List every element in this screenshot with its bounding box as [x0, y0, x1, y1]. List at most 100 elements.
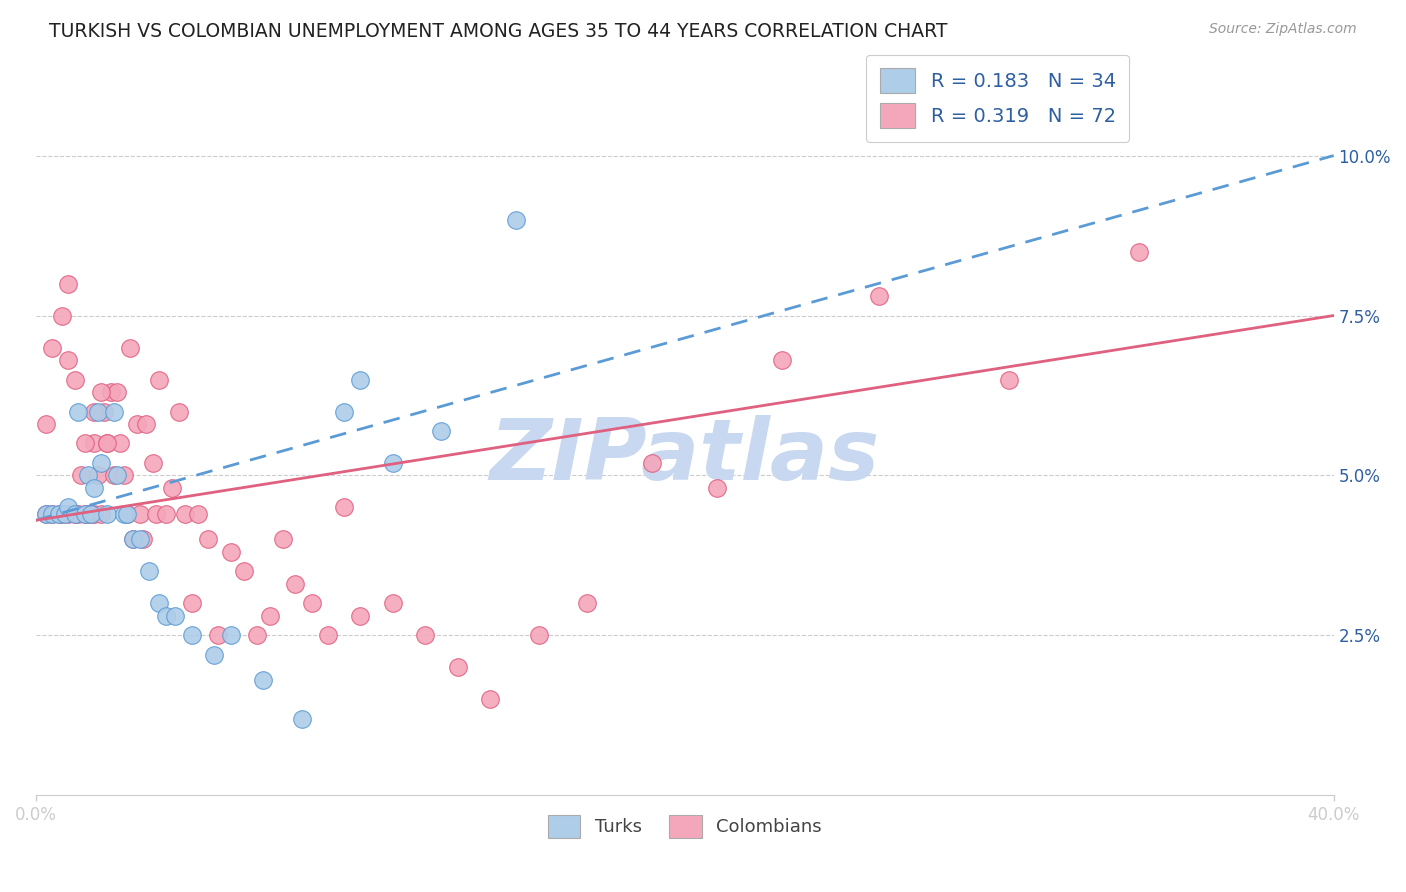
Point: [125, 417, 148, 432]
Point: [316, 628, 339, 642]
Text: ZIPatlas: ZIPatlas: [489, 416, 880, 499]
Point: [83, 481, 105, 495]
Point: [76, 468, 98, 483]
Point: [105, 468, 128, 483]
Point: [63, 507, 86, 521]
Point: [219, 628, 242, 642]
Point: [155, 609, 177, 624]
Point: [706, 481, 728, 495]
Point: [245, 628, 267, 642]
Point: [135, 417, 157, 432]
Point: [103, 468, 125, 483]
Point: [479, 692, 502, 706]
Point: [53, 507, 76, 521]
Point: [333, 500, 356, 515]
Point: [202, 648, 225, 662]
Point: [93, 404, 115, 418]
Point: [58, 277, 80, 291]
Point: [128, 507, 150, 521]
Point: [41, 507, 63, 521]
Point: [73, 436, 96, 450]
Point: [103, 404, 125, 418]
Point: [207, 628, 229, 642]
Point: [115, 507, 138, 521]
Point: [63, 507, 86, 521]
Point: [51, 309, 73, 323]
Point: [167, 404, 190, 418]
Point: [148, 372, 170, 386]
Point: [284, 577, 307, 591]
Point: [96, 436, 118, 450]
Point: [413, 628, 436, 642]
Point: [34, 507, 56, 521]
Point: [80, 507, 103, 521]
Point: [96, 507, 118, 521]
Point: [145, 507, 167, 521]
Point: [105, 385, 128, 400]
Point: [90, 456, 112, 470]
Point: [447, 660, 470, 674]
Point: [73, 507, 96, 521]
Point: [381, 597, 404, 611]
Point: [48, 507, 70, 521]
Point: [301, 597, 323, 611]
Point: [122, 533, 145, 547]
Point: [505, 212, 527, 227]
Point: [51, 507, 73, 521]
Point: [58, 353, 80, 368]
Point: [138, 565, 160, 579]
Point: [96, 436, 118, 450]
Point: [527, 628, 550, 642]
Point: [41, 507, 63, 521]
Point: [148, 597, 170, 611]
Point: [430, 424, 453, 438]
Point: [83, 404, 105, 418]
Point: [90, 507, 112, 521]
Point: [86, 404, 108, 418]
Point: [349, 609, 371, 624]
Point: [118, 341, 141, 355]
Point: [132, 533, 155, 547]
Point: [271, 533, 294, 547]
Point: [83, 436, 105, 450]
Point: [76, 507, 98, 521]
Point: [142, 456, 165, 470]
Point: [100, 385, 122, 400]
Point: [34, 507, 56, 521]
Point: [641, 456, 664, 470]
Point: [998, 372, 1021, 386]
Point: [73, 507, 96, 521]
Point: [232, 565, 254, 579]
Point: [259, 609, 281, 624]
Point: [110, 436, 132, 450]
Point: [187, 507, 209, 521]
Point: [160, 481, 183, 495]
Point: [48, 507, 70, 521]
Point: [219, 545, 242, 559]
Point: [180, 628, 202, 642]
Point: [381, 456, 404, 470]
Point: [58, 507, 80, 521]
Point: [67, 404, 90, 418]
Point: [165, 609, 187, 624]
Point: [155, 507, 177, 521]
Point: [868, 289, 890, 303]
Point: [122, 533, 145, 547]
Legend: Turks, Colombians: Turks, Colombians: [541, 807, 828, 846]
Point: [349, 372, 371, 386]
Point: [86, 468, 108, 483]
Point: [770, 353, 793, 368]
Point: [90, 385, 112, 400]
Point: [34, 417, 56, 432]
Point: [41, 341, 63, 355]
Text: Source: ZipAtlas.com: Source: ZipAtlas.com: [1209, 22, 1357, 37]
Point: [112, 468, 135, 483]
Text: TURKISH VS COLOMBIAN UNEMPLOYMENT AMONG AGES 35 TO 44 YEARS CORRELATION CHART: TURKISH VS COLOMBIAN UNEMPLOYMENT AMONG …: [49, 22, 948, 41]
Point: [83, 507, 105, 521]
Point: [252, 673, 274, 688]
Point: [197, 533, 219, 547]
Point: [291, 712, 314, 726]
Point: [333, 404, 356, 418]
Point: [115, 507, 138, 521]
Point: [1128, 244, 1150, 259]
